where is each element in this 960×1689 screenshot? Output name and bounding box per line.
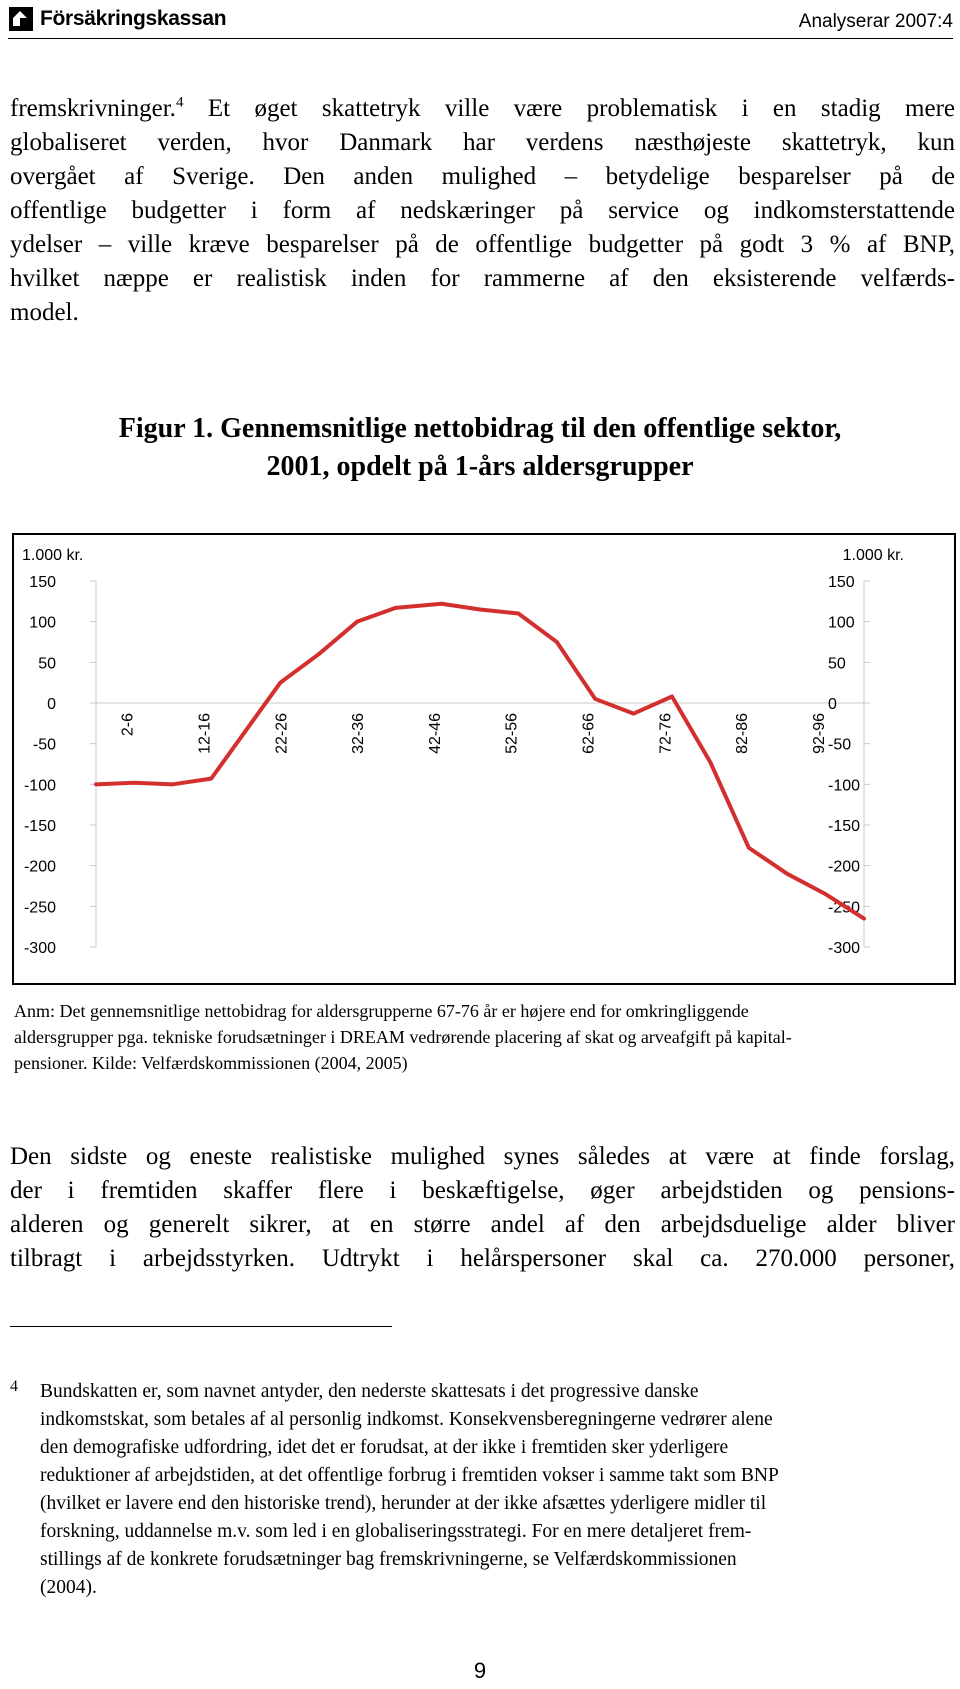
footnote-line: stillings af de konkrete forudsætninger … xyxy=(40,1549,737,1570)
y-tick-label-right: -50 xyxy=(828,737,851,754)
data-point xyxy=(593,697,597,701)
closing-line: Den sidste og eneste realistiske mulighe… xyxy=(10,1143,955,1170)
footnote-reference: 4 xyxy=(175,94,184,111)
y-tick-label-right: 150 xyxy=(828,574,855,591)
data-point xyxy=(516,612,520,616)
intro-line: hvilket næppe er realistisk inden for ra… xyxy=(10,265,955,292)
figure-title: Figur 1. Gennemsnitlige nettobidrag til … xyxy=(0,410,960,486)
footnote-line: (hvilket er lavere end den historiske tr… xyxy=(40,1493,767,1514)
closing-paragraph: Den sidste og eneste realistiske mulighe… xyxy=(10,1140,955,1276)
footnote-line: forskning, uddannelse m.v. som led i en … xyxy=(40,1521,752,1542)
x-tick-label: 42-46 xyxy=(427,713,444,754)
closing-line: der i fremtiden skaffer flere i beskæfti… xyxy=(10,1177,955,1204)
data-point xyxy=(478,607,482,611)
intro-line: globaliseret verden, hvor Danmark har ve… xyxy=(10,129,955,156)
closing-line: alderen og generelt sikrer, at en større… xyxy=(10,1211,955,1238)
x-tick-label: 2-6 xyxy=(120,713,137,736)
data-point xyxy=(132,781,136,785)
data-series-line xyxy=(94,601,866,921)
data-point xyxy=(632,712,636,716)
page-number: 9 xyxy=(473,1658,487,1683)
intro-line: fremskrivninger.4 Et øget skattetryk vil… xyxy=(10,94,955,122)
data-point xyxy=(440,602,444,606)
data-point xyxy=(708,760,712,764)
y-axis-unit-right: 1.000 kr. xyxy=(843,547,904,564)
intro-paragraph: fremskrivninger.4 Et øget skattetryk vil… xyxy=(10,92,955,330)
y-axis-unit-left: 1.000 kr. xyxy=(22,547,83,564)
logo-text: Försäkringskassan xyxy=(40,7,227,30)
y-tick-label-right: -150 xyxy=(828,818,860,835)
intro-line: ydelser – ville kræve besparelser på de … xyxy=(10,231,955,258)
chart-svg: 1.000 kr. 1.000 kr. 150 150 100 100 50 50 0 0 -50 -… xyxy=(22,547,904,957)
figure-title-line: 2001, opdelt på 1-års aldersgrupper xyxy=(266,451,694,482)
note-line: pensioner. Kilde: Velfærdskommissionen (… xyxy=(14,1053,408,1073)
data-point xyxy=(171,782,175,786)
y-tick-label-left: -100 xyxy=(24,777,56,794)
footnote-line: Bundskatten er, som navnet antyder, den … xyxy=(40,1381,699,1402)
data-point xyxy=(670,694,674,698)
y-tick-label-right: 100 xyxy=(828,615,855,632)
y-tick-label-left: -300 xyxy=(24,940,56,957)
y-tick-label-left: -200 xyxy=(24,859,56,876)
footnote-line: (2004). xyxy=(40,1577,97,1598)
footnote-line: indkomstskat, som betales af al personli… xyxy=(40,1409,773,1430)
logo: Försäkringskassan xyxy=(8,6,227,32)
data-point xyxy=(94,782,98,786)
y-tick-label-left: -150 xyxy=(24,818,56,835)
y-tick-label-right: 50 xyxy=(828,655,846,672)
y-tick-label-right: -300 xyxy=(828,940,860,957)
footnote-line: reduktioner af arbejdstiden, at det offe… xyxy=(40,1465,779,1486)
figure-title-line: Figur 1. Gennemsnitlige nettobidrag til … xyxy=(118,413,842,444)
data-point xyxy=(355,620,359,624)
data-point xyxy=(747,846,751,850)
x-tick-label: 52-56 xyxy=(504,713,521,754)
y-tick-label-left: 150 xyxy=(29,574,56,591)
data-point xyxy=(209,777,213,781)
footnote-number: 4 xyxy=(10,1378,18,1395)
y-tick-label-left: 50 xyxy=(38,655,56,672)
data-point xyxy=(862,917,866,921)
data-point xyxy=(824,892,828,896)
y-tick-label-left: -250 xyxy=(24,899,56,916)
chart-frame: 1.000 kr. 1.000 kr. 150 150 100 100 50 50 0 0 -50 -… xyxy=(12,533,956,985)
x-tick-label: 82-86 xyxy=(734,713,751,754)
closing-line: tilbragt i arbejdsstyrken. Udtrykt i hel… xyxy=(10,1245,955,1272)
intro-line: model. xyxy=(10,299,79,326)
y-tick-label-left: 0 xyxy=(47,696,56,713)
x-tick-label: 22-26 xyxy=(273,713,290,754)
y-tick-label-right: -200 xyxy=(828,859,860,876)
data-point xyxy=(317,652,321,656)
intro-line: overgået af Sverige. Den anden mulighed … xyxy=(10,163,955,190)
data-point xyxy=(555,640,559,644)
page-header: Försäkringskassan Analyserar 2007:4 xyxy=(8,4,953,39)
x-tick-label: 12-16 xyxy=(197,713,214,754)
document-series: Analyserar 2007:4 xyxy=(798,11,953,32)
footnote-text: Bundskatten er, som navnet antyder, den … xyxy=(40,1378,918,1602)
x-tick-label: 32-36 xyxy=(350,713,367,754)
data-point xyxy=(278,681,282,685)
data-point xyxy=(785,872,789,876)
y-tick-label-right: 0 xyxy=(828,696,837,713)
data-point xyxy=(394,606,398,610)
note-line: aldersgrupper pga. tekniske forudsætning… xyxy=(14,1027,792,1047)
x-tick-label: 72-76 xyxy=(657,713,674,754)
forsakringskassan-logo-icon xyxy=(9,7,33,31)
x-tick-label: 62-66 xyxy=(581,713,598,754)
y-tick-label-left: 100 xyxy=(29,615,56,632)
footnote-separator xyxy=(10,1326,392,1327)
y-tick-label-left: -50 xyxy=(33,737,56,754)
intro-line: offentlige budgetter i form af nedskærin… xyxy=(10,197,955,224)
figure-note: Anm: Det gennemsnitlige nettobidrag for … xyxy=(14,998,944,1076)
y-tick-label-right: -100 xyxy=(828,777,860,794)
footnote-line: den demografiske udfordring, idet det er… xyxy=(40,1437,729,1458)
x-tick-label: 92-96 xyxy=(811,713,828,754)
note-line: Anm: Det gennemsnitlige nettobidrag for … xyxy=(14,1001,749,1021)
